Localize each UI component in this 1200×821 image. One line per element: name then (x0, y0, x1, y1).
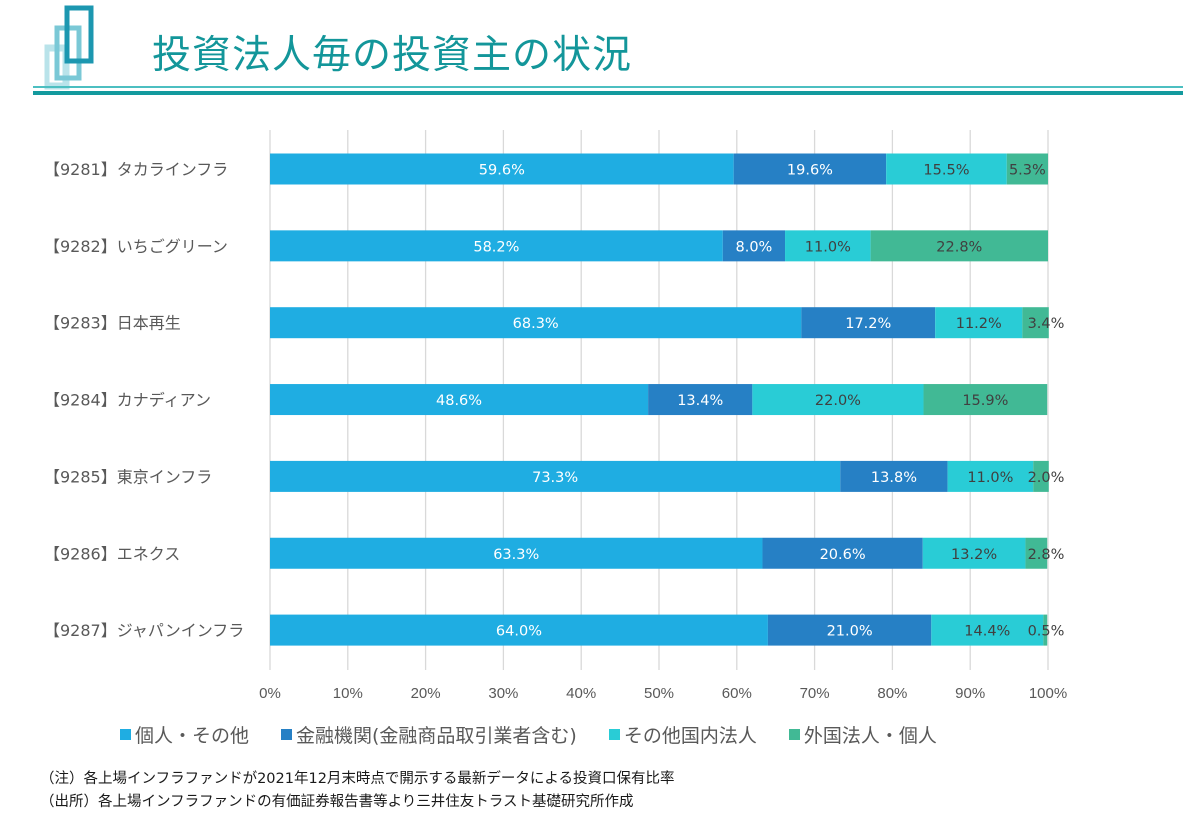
bar-segment (801, 307, 936, 339)
bar-segment (270, 537, 763, 569)
header-rule-thin (33, 86, 1183, 88)
legend-item-individual: 個人・その他 (120, 721, 249, 748)
bar-segment (931, 614, 1044, 646)
bar-segment (923, 384, 1048, 416)
x-tick-label: 20% (411, 685, 441, 702)
bar-segment (270, 384, 649, 416)
data-label: 15.9% (962, 393, 1008, 409)
bar-segment (922, 537, 1026, 569)
category-label: 【9285】東京インフラ (44, 467, 212, 486)
x-tick-label: 10% (333, 685, 363, 702)
data-label: 2.8% (1028, 547, 1065, 563)
data-label: 2.0% (1028, 470, 1065, 486)
data-label: 63.3% (493, 547, 539, 563)
data-label: 59.6% (479, 163, 525, 179)
data-label: 13.8% (871, 470, 917, 486)
bar-segment (648, 384, 753, 416)
legend-swatch (120, 729, 131, 740)
category-label: 【9284】カナディアン (44, 391, 211, 410)
bar-segment (270, 460, 841, 492)
data-label: 22.8% (936, 239, 982, 255)
bar-segment (870, 230, 1048, 262)
data-label: 14.4% (964, 624, 1010, 640)
bar-segment (1043, 614, 1048, 646)
legend-label: 外国法人・個人 (803, 725, 937, 747)
bar-segment (752, 384, 924, 416)
page-title: 投資法人毎の投資主の状況 (152, 33, 633, 78)
data-label: 68.3% (513, 316, 559, 332)
legend-swatch (608, 729, 620, 740)
data-label: 15.5% (923, 163, 969, 179)
x-axis-ticks: 0% 10% 20% 30% 40% 50% 60% 70% 80% 90% 100% (259, 685, 1067, 702)
bar-segment (1033, 460, 1049, 492)
x-tick-label: 0% (259, 685, 281, 702)
data-label: 21.0% (827, 624, 873, 640)
data-label: 20.6% (820, 547, 866, 563)
logo-square-dark (64, 5, 94, 64)
bar-segment (270, 230, 723, 262)
data-label: 11.2% (956, 316, 1002, 332)
category-labels: 【9281】タカラインフラ【9282】いちごグリーン【9283】日本再生【928… (44, 160, 244, 640)
bar-segment (270, 153, 734, 185)
data-label: 11.0% (805, 239, 851, 255)
x-tick-label: 80% (877, 685, 907, 702)
bar-segment (947, 460, 1034, 492)
bar-segment (1006, 153, 1048, 185)
bar-segment (886, 153, 1007, 185)
legend-label: 個人・その他 (135, 725, 250, 747)
legend-swatch (788, 729, 800, 740)
data-label: 17.2% (845, 316, 891, 332)
legend-swatch (281, 729, 293, 740)
bars: 59.6% 19.6% 15.5% 5.3% 58.2% 8.0% 11.0% 22.8% 68… (270, 153, 1065, 646)
x-tick-label: 60% (722, 685, 752, 702)
data-label: 22.0% (815, 393, 861, 409)
bar-segment (762, 537, 923, 569)
legend: 個人・その他 金融機関(金融商品取引業者含む) その他国内法人 外国法人・個人 (120, 721, 937, 748)
data-label: 8.0% (735, 239, 772, 255)
footnote-note: （注）各上場インフラファンドが2021年12月末時点で開示する最新データによる投… (40, 771, 675, 787)
x-tick-label: 30% (488, 685, 518, 702)
bar-segment (785, 230, 871, 262)
data-label: 64.0% (496, 624, 542, 640)
legend-item-foreign: 外国法人・個人 (788, 721, 937, 748)
x-tick-label: 50% (644, 685, 674, 702)
category-label: 【9281】タカラインフラ (44, 160, 228, 179)
category-label: 【9286】エネクス (44, 544, 180, 563)
data-label: 0.5% (1028, 624, 1065, 640)
header-rule-thick (33, 91, 1183, 95)
category-label: 【9282】いちごグリーン (44, 237, 228, 256)
bar-segment (1022, 307, 1049, 339)
data-label: 13.2% (951, 547, 997, 563)
x-tick-label: 90% (955, 685, 985, 702)
footnote-source: （出所）各上場インフラファンドの有価証券報告書等より三井住友トラスト基礎研究所作… (40, 794, 634, 810)
data-label: 58.2% (473, 239, 519, 255)
legend-item-domestic-corp: その他国内法人 (608, 721, 757, 748)
legend-item-financial: 金融機関(金融商品取引業者含む) (281, 721, 577, 748)
x-tick-label: 40% (566, 685, 596, 702)
x-tick-label: 70% (800, 685, 830, 702)
bar-segment (733, 153, 887, 185)
bar-segment (270, 307, 802, 339)
bar-segment (722, 230, 786, 262)
bar-segment (270, 614, 768, 646)
legend-label: 金融機関(金融商品取引業者含む) (296, 725, 577, 747)
category-label: 【9283】日本再生 (44, 314, 181, 333)
data-label: 19.6% (787, 163, 833, 179)
data-label: 73.3% (532, 470, 578, 486)
data-label: 13.4% (677, 393, 723, 409)
legend-label: その他国内法人 (623, 725, 757, 747)
data-label: 48.6% (436, 393, 482, 409)
bar-segment (767, 614, 932, 646)
category-label: 【9287】ジャパンインフラ (44, 621, 244, 640)
data-label: 5.3% (1009, 163, 1046, 179)
x-tick-label: 100% (1029, 685, 1067, 702)
footnotes: （注）各上場インフラファンドが2021年12月末時点で開示する最新データによる投… (40, 768, 674, 814)
bar-segment (935, 307, 1023, 339)
data-label: 3.4% (1028, 316, 1065, 332)
bar-segment (840, 460, 948, 492)
data-label: 11.0% (967, 470, 1013, 486)
bar-segment (1025, 537, 1048, 569)
